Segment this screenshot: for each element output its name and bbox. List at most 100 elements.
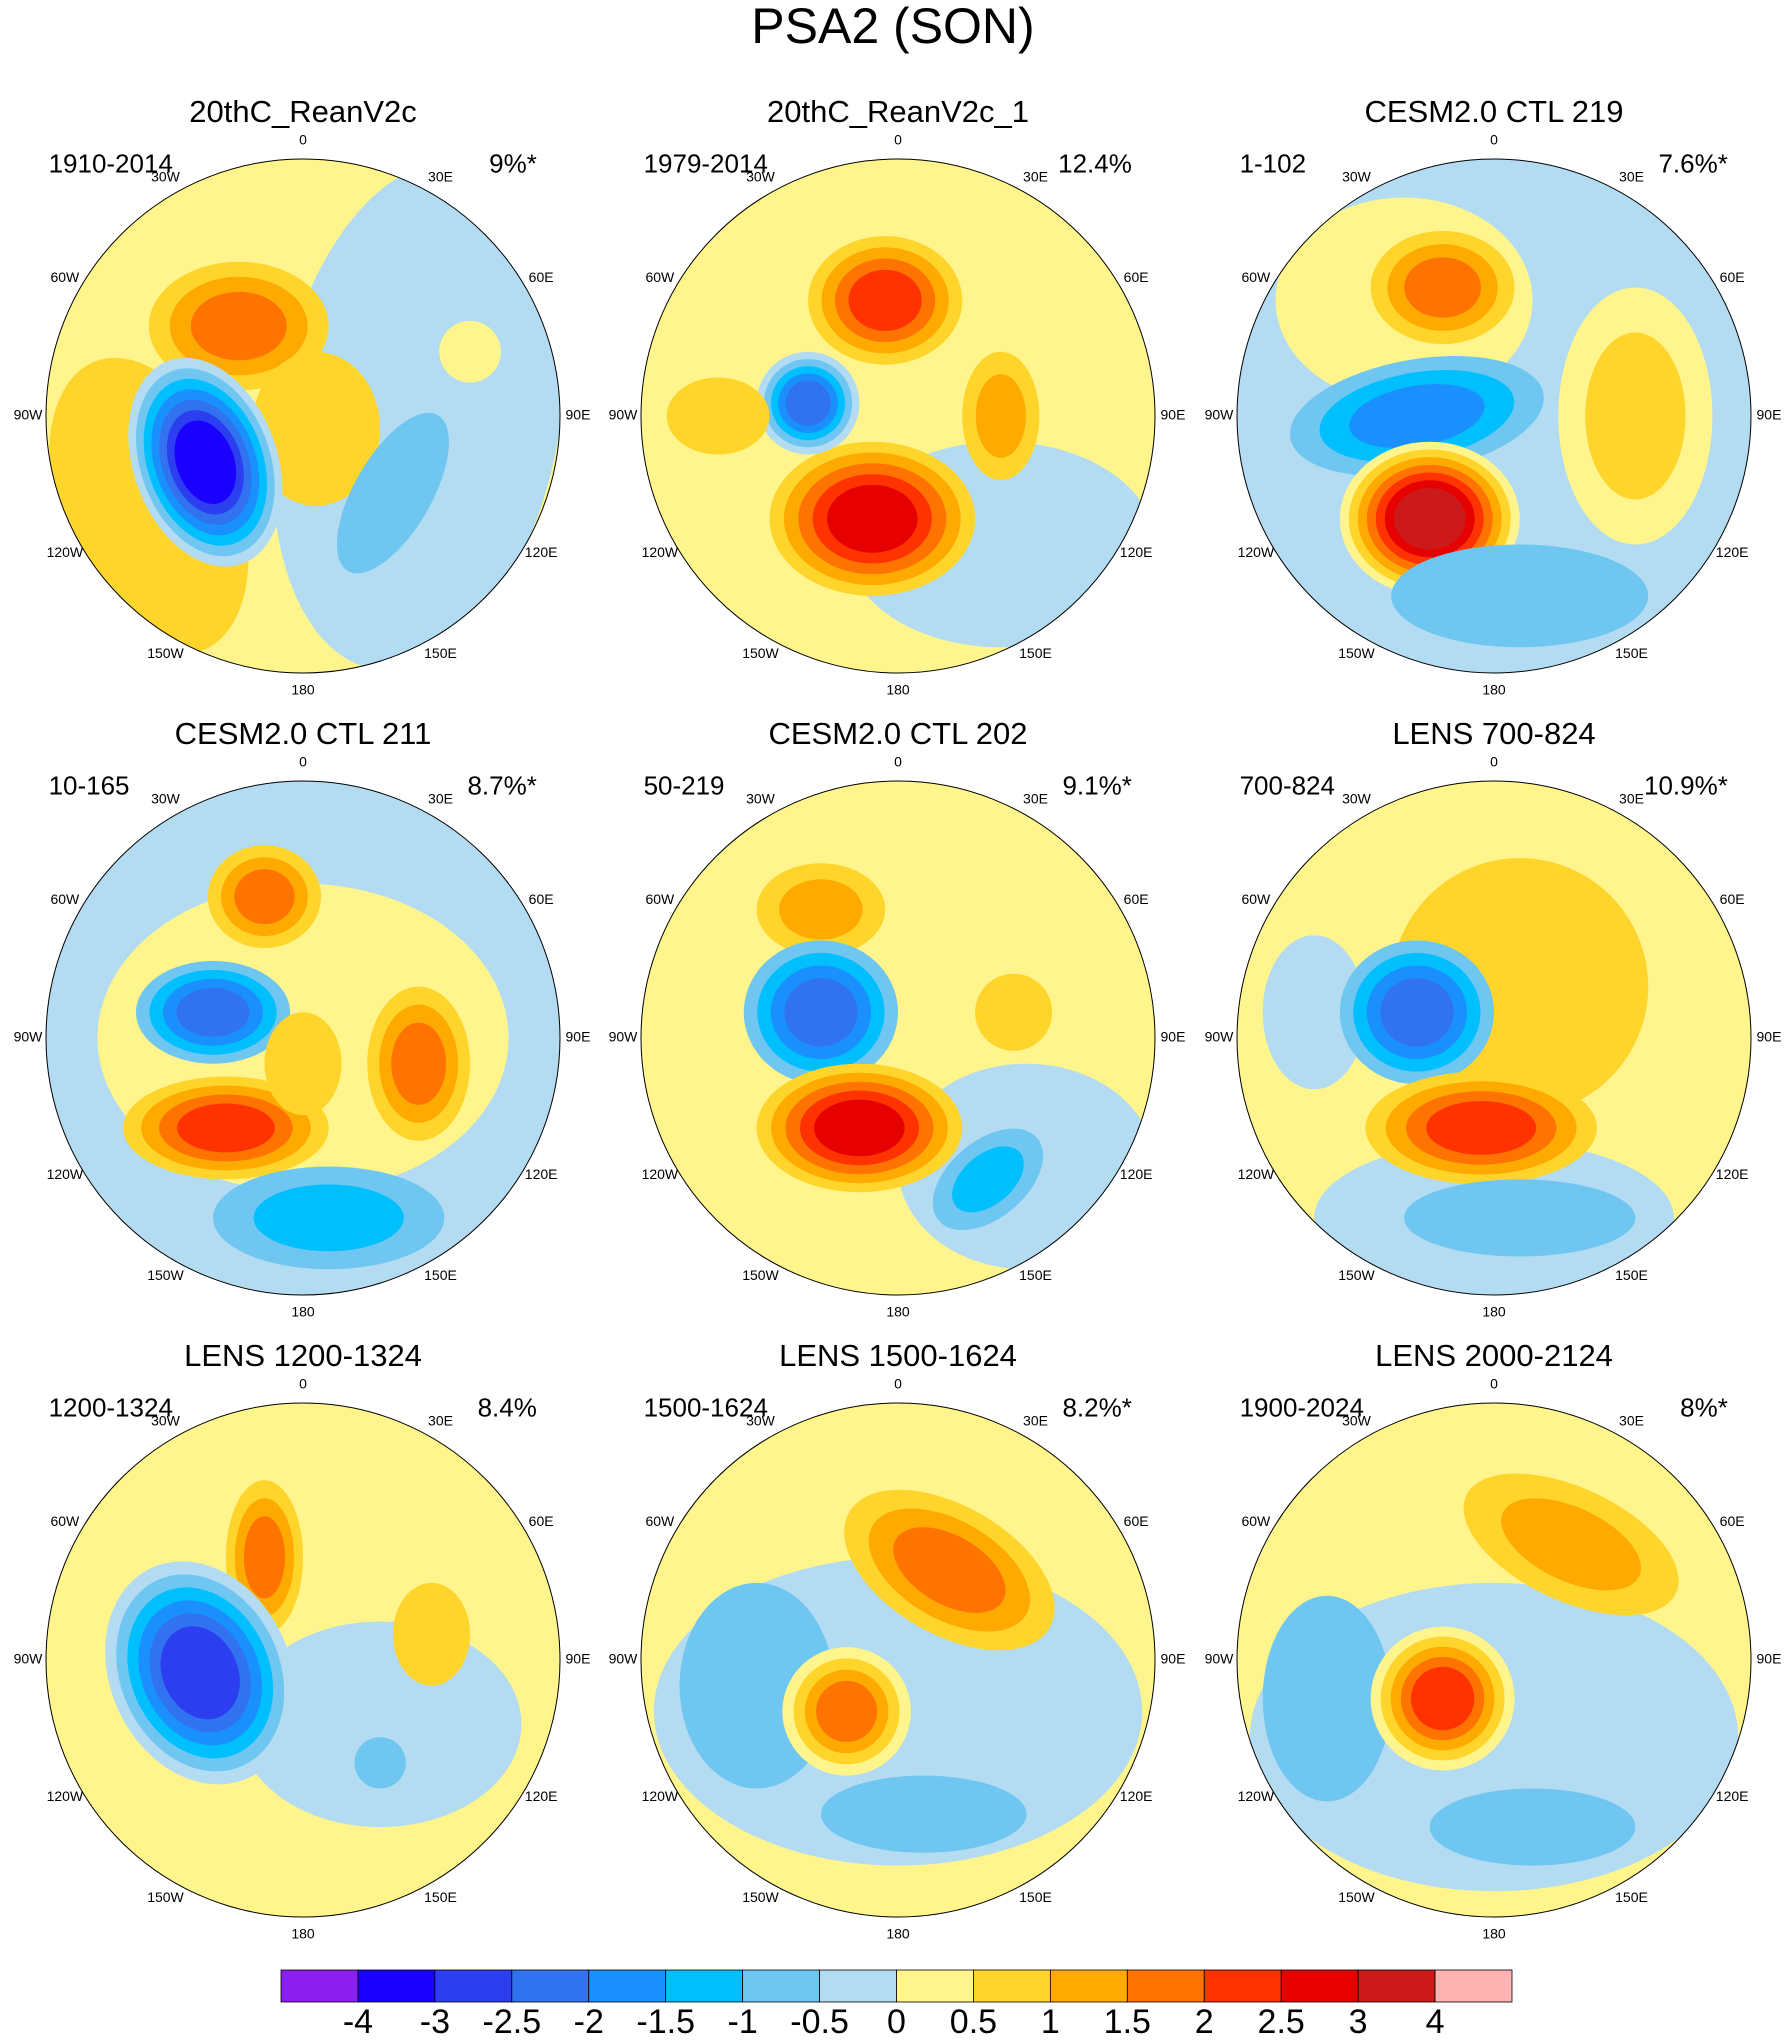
longitude-label: 150W (742, 645, 779, 661)
contour-fill (176, 987, 250, 1037)
longitude-label: 90E (566, 1029, 591, 1045)
contour-fill (975, 374, 1026, 458)
colorbar-label: -2 (574, 2003, 604, 2041)
longitude-label: 120E (1120, 1166, 1153, 1182)
longitude-label: 90E (1757, 407, 1782, 423)
longitude-label: 60W (1241, 1513, 1271, 1529)
map-panel (1237, 1403, 1751, 1917)
longitude-label: 120E (1716, 1166, 1749, 1182)
panel-period: 1-102 (1240, 148, 1307, 178)
longitude-label: 30W (746, 1413, 776, 1429)
contour-fill (893, 1527, 1006, 1613)
longitude-label: 120W (1238, 544, 1275, 560)
colorbar-box (1126, 1969, 1205, 2003)
longitude-label: 30W (151, 169, 181, 185)
contour-fill (1380, 978, 1454, 1047)
panel-period: 1200-1324 (49, 1392, 173, 1422)
longitude-label: 30W (151, 791, 181, 807)
map-border (45, 158, 561, 674)
longitude-label: 90W (14, 1029, 44, 1045)
longitude-label: 30E (1023, 1413, 1048, 1429)
longitude-label: 120W (47, 544, 84, 560)
longitude-label: 120W (47, 1788, 84, 1804)
longitude-label: 90W (609, 407, 639, 423)
longitude-label: 0 (894, 132, 902, 148)
contour-fill (820, 1775, 1027, 1853)
contour-fill (814, 1099, 905, 1157)
longitude-label: 60W (645, 1513, 675, 1529)
longitude-label: 120W (47, 1166, 84, 1182)
colorbar-label: -0.5 (790, 2003, 849, 2041)
colorbar-label: -3 (420, 2003, 450, 2041)
longitude-label: 90W (1205, 1651, 1235, 1667)
longitude-label: 0 (894, 754, 902, 770)
contour-fill (1262, 1595, 1392, 1802)
longitude-label: 180 (1482, 1926, 1506, 1942)
longitude-label: 180 (291, 682, 315, 698)
contour-fill (391, 1022, 447, 1105)
panel-period: 50-219 (644, 770, 725, 800)
longitude-label: 150W (1338, 1889, 1375, 1905)
longitude-label: 120E (525, 1166, 558, 1182)
longitude-label: 30E (1023, 169, 1048, 185)
longitude-label: 60E (1124, 891, 1149, 907)
longitude-label: 90W (14, 407, 44, 423)
colorbar-label: 0 (887, 2003, 906, 2041)
panel-title: LENS 2000-2124 (1375, 1338, 1613, 1373)
figure-title: PSA2 (SON) (751, 0, 1034, 54)
longitude-label: 60E (529, 269, 554, 285)
longitude-label: 90E (1757, 1029, 1782, 1045)
map-border (45, 1402, 561, 1918)
contour-fill (1404, 1179, 1636, 1257)
map-panel (46, 1403, 560, 1917)
longitude-label: 180 (1482, 682, 1506, 698)
longitude-label: 60E (1124, 1513, 1149, 1529)
longitude-label: 60E (1720, 891, 1745, 907)
contour-fill (1410, 1666, 1475, 1731)
colorbar-label: 1 (1041, 2003, 1060, 2041)
panel-title: CESM2.0 CTL 211 (175, 716, 432, 751)
longitude-label: 90W (609, 1651, 639, 1667)
panel-title: LENS 1500-1624 (779, 1338, 1017, 1373)
longitude-label: 150E (1019, 1267, 1052, 1283)
contour-fill (1585, 332, 1686, 500)
colorbar-box (280, 1969, 359, 2003)
map-panel (641, 1403, 1155, 1917)
longitude-label: 0 (299, 1376, 307, 1392)
longitude-label: 30E (1619, 791, 1644, 807)
longitude-label: 150E (1615, 1267, 1648, 1283)
contour-fill (785, 380, 831, 426)
panel-period: 1900-2024 (1240, 1392, 1364, 1422)
longitude-label: 60W (645, 891, 675, 907)
contour-fill (1429, 1788, 1636, 1866)
colorbar-box (511, 1969, 590, 2003)
colorbar-label: -4 (343, 2003, 373, 2041)
map-border (1236, 158, 1752, 674)
contour-fill (666, 377, 770, 455)
map-border (1236, 780, 1752, 1296)
panel-period: 1910-2014 (49, 148, 173, 178)
contour-fill (160, 1626, 240, 1720)
longitude-label: 180 (1482, 1304, 1506, 1320)
panel-percent: 9%* (489, 148, 537, 178)
panel-percent: 10.9%* (1644, 770, 1728, 800)
contour-fill (784, 978, 858, 1047)
map-border (1236, 1402, 1752, 1918)
colorbar-box (742, 1969, 820, 2003)
longitude-label: 120E (1120, 1788, 1153, 1804)
longitude-label: 0 (1490, 132, 1498, 148)
longitude-label: 150E (424, 1267, 457, 1283)
longitude-label: 120E (1716, 544, 1749, 560)
colorbar-label: 0.5 (950, 2003, 997, 2041)
longitude-label: 0 (894, 1376, 902, 1392)
panel-title: CESM2.0 CTL 202 (768, 716, 1027, 751)
map-border (640, 780, 1156, 1296)
panel-title: LENS 1200-1324 (184, 1338, 422, 1373)
longitude-label: 150E (1615, 645, 1648, 661)
longitude-label: 30W (1342, 1413, 1372, 1429)
longitude-label: 180 (291, 1304, 315, 1320)
longitude-label: 90W (609, 1029, 639, 1045)
panel-period: 700-824 (1240, 770, 1335, 800)
longitude-label: 150E (1615, 1889, 1648, 1905)
